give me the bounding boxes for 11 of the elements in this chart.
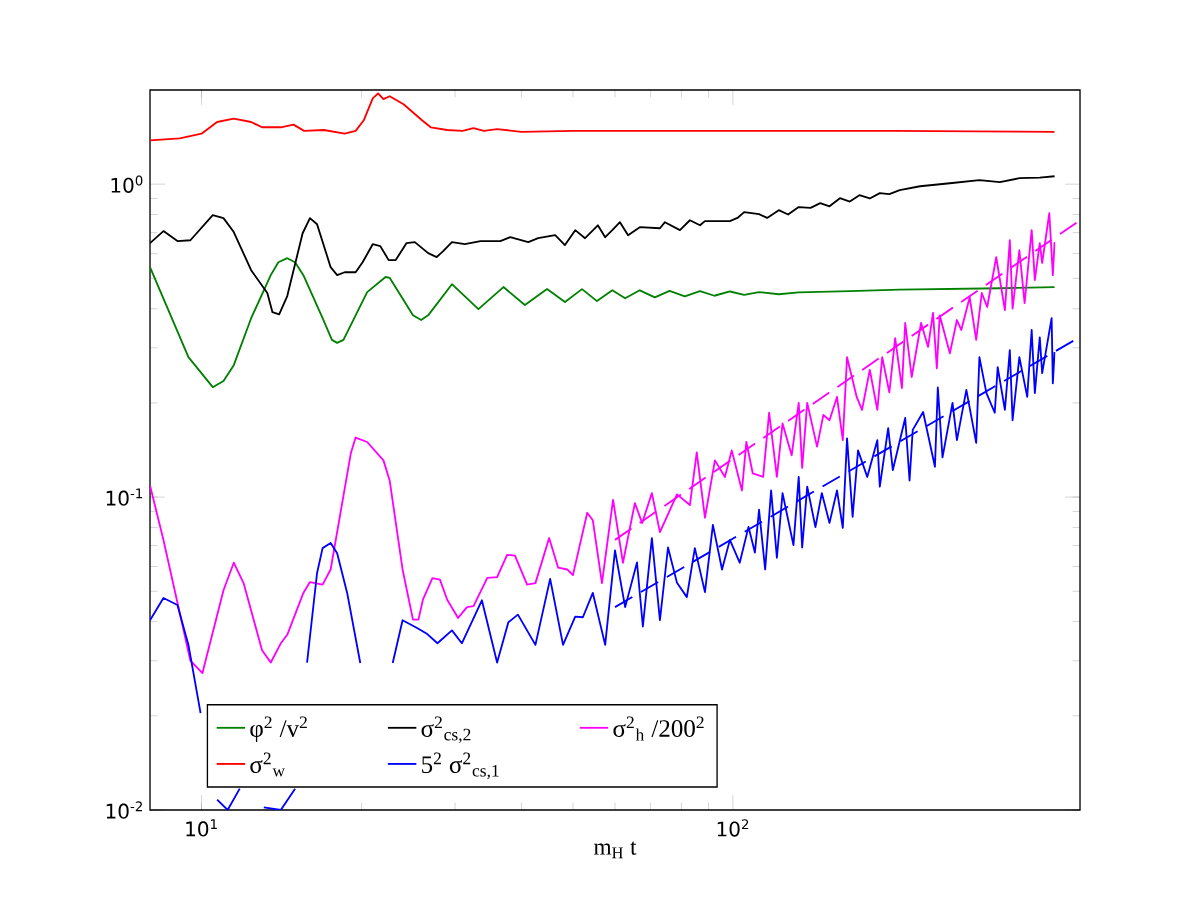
legend-label: φ$^{2}$ /v$^{2}$ xyxy=(250,716,307,743)
x-axis-title: m$_{H}$ t xyxy=(593,841,637,859)
y-tick-label: 10$^{-1}$ xyxy=(106,488,143,506)
legend-label: 5$^{2}$ σ$^{2}$cs,1 xyxy=(422,752,499,780)
y-tick-label: 10$^{0}$ xyxy=(111,175,143,193)
x-tick-label: 10$^{1}$ xyxy=(186,819,217,837)
legend-label: σ$^{2}$$_{h}$ /200$^{2}$ xyxy=(613,716,704,741)
legend-label: σ$^{2}$w xyxy=(250,752,285,777)
y-tick-label: 10$^{-2}$ xyxy=(106,801,142,819)
legend-label: σ$^{2}$cs,2 xyxy=(421,716,471,743)
x-tick-label: 10$^{2}$ xyxy=(717,819,749,837)
